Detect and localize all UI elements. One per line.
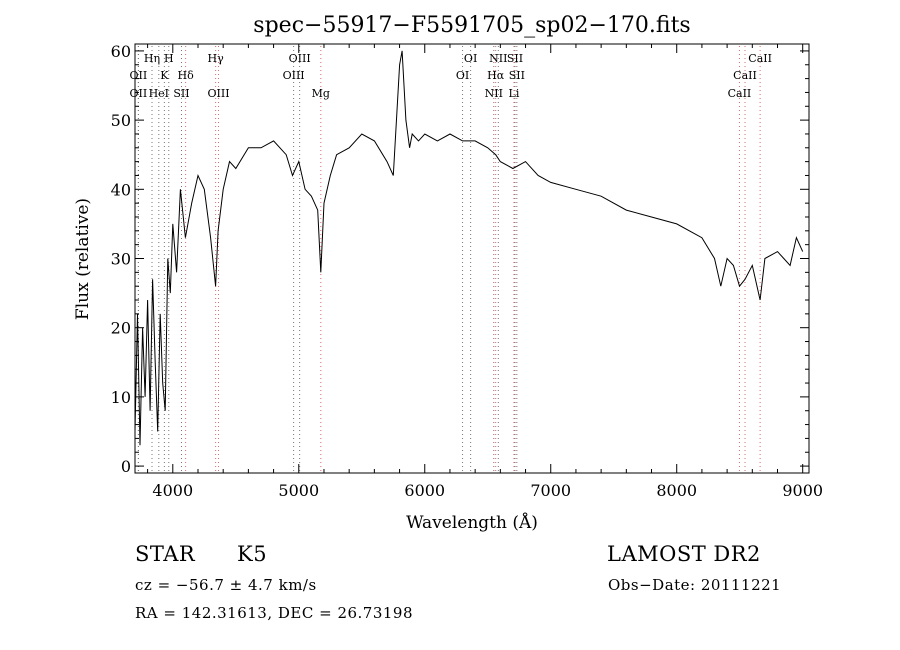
survey-name: LAMOST DR2	[607, 542, 761, 566]
line-marker-label-5: OII	[130, 87, 148, 100]
line-marker-label-8: Hγ	[208, 52, 225, 65]
line-marker-label-12: Mg	[312, 87, 330, 100]
y-tick-label-0: 0	[121, 457, 131, 476]
redshift-velocity: cz = −56.7 ± 4.7 km/s	[135, 576, 317, 594]
line-marker-label-6: HeI	[149, 87, 169, 100]
line-marker-label-16: SII	[507, 52, 523, 65]
y-tick-label-1: 10	[111, 388, 131, 407]
line-marker-label-19: NII	[485, 87, 503, 100]
plot-frame	[134, 43, 810, 474]
line-marker-label-17: Hα	[487, 69, 505, 82]
line-marker-label-9: OIII	[207, 87, 229, 100]
x-tick-label-0: 4000	[152, 481, 193, 500]
y-tick-label-3: 30	[111, 250, 131, 269]
line-marker-label-13: OI	[464, 52, 477, 65]
y-tick-label-6: 60	[111, 42, 131, 61]
x-axis-label: Wavelength (Å)	[406, 512, 538, 533]
line-marker-label-4: Hδ	[178, 69, 195, 82]
y-tick-label-2: 20	[111, 319, 131, 338]
object-subclass: K5	[237, 542, 268, 566]
coordinates: RA = 142.31613, DEC = 26.73198	[135, 604, 414, 622]
line-marker-label-21: CaII	[748, 52, 772, 65]
line-marker-labels: Hη H OII K Hδ OII HeI SII Hγ OIII OIII OIII Mg OI OI NI…	[130, 52, 772, 100]
line-marker-label-22: CaII	[733, 69, 757, 82]
line-marker-label-0: Hη	[144, 52, 160, 65]
line-marker-label-1: H	[164, 52, 174, 65]
line-marker-label-2: OII	[130, 69, 148, 82]
x-tick-label-2: 6000	[404, 481, 445, 500]
x-tick-label-3: 7000	[530, 481, 571, 500]
line-marker-label-10: OIII	[289, 52, 311, 65]
y-axis: 0 10 20 30 40 50 60	[111, 42, 809, 476]
line-marker-label-15: NII	[489, 52, 507, 65]
spectrum-line	[134, 50, 804, 446]
line-marker-label-3: K	[160, 69, 169, 82]
y-tick-label-5: 50	[111, 111, 131, 130]
object-class: STAR	[135, 542, 196, 566]
line-marker-label-23: CaII	[728, 87, 752, 100]
observation-date: Obs−Date: 20111221	[608, 576, 782, 594]
line-marker-label-18: SII	[509, 69, 525, 82]
x-tick-label-4: 8000	[656, 481, 697, 500]
line-marker-label-7: SII	[173, 87, 189, 100]
x-axis: 4000 5000 6000 7000 8000 9000	[147, 44, 823, 500]
line-marker-label-11: OIII	[283, 69, 305, 82]
y-axis-label: Flux (relative)	[73, 198, 93, 320]
line-marker-label-20: Li	[509, 87, 520, 100]
chart-title: spec−55917−F5591705_sp02−170.fits	[253, 13, 690, 38]
x-tick-label-5: 9000	[782, 481, 823, 500]
line-marker-label-14: OI	[456, 69, 469, 82]
y-tick-label-4: 40	[111, 180, 131, 199]
x-tick-label-1: 5000	[278, 481, 319, 500]
line-markers	[137, 46, 761, 473]
